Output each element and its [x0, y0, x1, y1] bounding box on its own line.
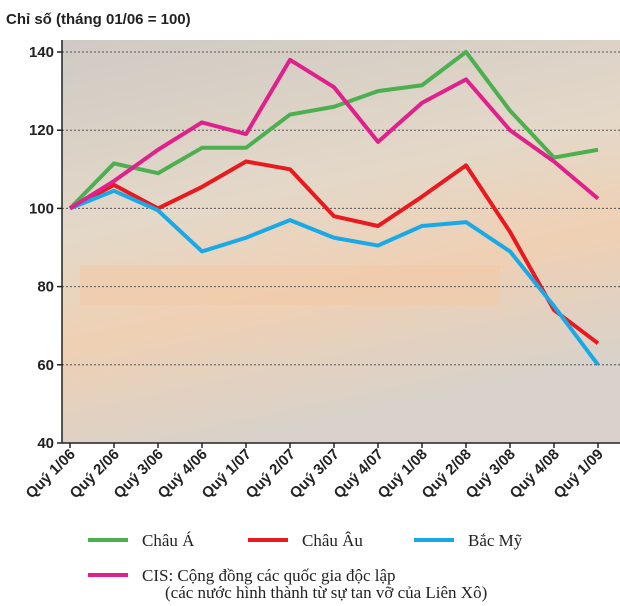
legend-label: CIS: Cộng đồng các quốc gia độc lập [142, 566, 396, 585]
y-tick-label: 140 [29, 44, 54, 61]
legend: Châu Á Châu Âu Bắc Mỹ CIS: Cộng đồng các qu… [88, 531, 523, 602]
y-axis-title: Chỉ số (tháng 01/06 = 100) [6, 11, 191, 28]
legend-label: Châu Âu [302, 531, 363, 550]
y-tick-label: 40 [37, 435, 54, 452]
plot-background [62, 40, 620, 443]
y-tick-label: 60 [37, 357, 54, 374]
background-glow [80, 265, 500, 305]
series-line [69, 188, 600, 367]
legend-label: Bắc Mỹ [468, 531, 523, 550]
legend-label: Châu Á [142, 531, 195, 550]
series-line [68, 57, 600, 211]
y-tick-label: 100 [29, 200, 54, 217]
y-tick-label: 120 [29, 122, 54, 139]
y-tick-label: 80 [37, 279, 54, 296]
legend-note: (các nước hình thành từ sự tan vỡ của Li… [165, 583, 487, 602]
lines [68, 50, 600, 367]
series-line [68, 50, 599, 210]
